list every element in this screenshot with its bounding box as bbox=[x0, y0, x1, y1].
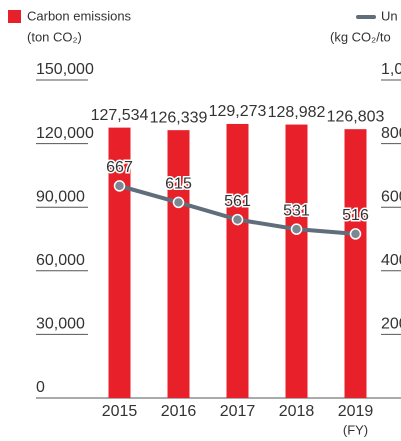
x-tick-label: 2017 bbox=[220, 403, 256, 420]
y-tick-label: 90,000 bbox=[36, 188, 85, 205]
value-label: 128,982 bbox=[268, 104, 326, 121]
value-label: 126,803 bbox=[327, 108, 385, 125]
value-label: 561 bbox=[224, 193, 251, 210]
value-label: 615 bbox=[165, 176, 192, 193]
value-label: 127,534 bbox=[91, 107, 149, 124]
value-label: 516 bbox=[342, 207, 369, 224]
y-tick-label: 0 bbox=[36, 379, 45, 396]
value-label: 129,273 bbox=[209, 103, 267, 120]
y2-tick-label: 200 bbox=[381, 316, 401, 333]
y2-tick-label: 600 bbox=[381, 188, 401, 205]
point bbox=[231, 213, 244, 226]
x-tick-label: 2019 bbox=[338, 403, 374, 420]
point bbox=[290, 223, 303, 235]
x-tick-label: 2016 bbox=[161, 403, 197, 420]
bar bbox=[226, 123, 249, 399]
bar bbox=[285, 124, 308, 398]
value-label: 126,339 bbox=[150, 109, 208, 126]
y-tick-label: 60,000 bbox=[36, 252, 85, 269]
y-tick-label: 120,000 bbox=[36, 125, 94, 142]
x-tick-label: 2015 bbox=[102, 403, 138, 420]
bar bbox=[167, 130, 190, 398]
value-label: 531 bbox=[283, 202, 310, 219]
point bbox=[172, 196, 185, 209]
axis-unit: (ton CO₂) bbox=[27, 29, 82, 44]
bar bbox=[344, 129, 367, 398]
value-label: 667 bbox=[106, 159, 133, 176]
legend-swatch bbox=[8, 10, 21, 23]
point bbox=[113, 180, 126, 192]
point bbox=[349, 228, 362, 240]
axis-unit: (kg CO₂/to bbox=[330, 29, 391, 44]
y-tick-label: 150,000 bbox=[36, 61, 94, 78]
bar bbox=[108, 127, 131, 398]
x-axis-unit: (FY) bbox=[343, 422, 368, 437]
y2-tick-label: 400 bbox=[381, 252, 401, 269]
legend-label: Carbon emissions bbox=[27, 8, 132, 23]
x-tick-label: 2018 bbox=[279, 403, 315, 420]
y2-tick-label: 800 bbox=[381, 125, 401, 142]
y2-tick-label: 1,000 bbox=[381, 61, 401, 78]
y-tick-label: 30,000 bbox=[36, 316, 85, 333]
legend-label: Un bbox=[381, 8, 398, 23]
